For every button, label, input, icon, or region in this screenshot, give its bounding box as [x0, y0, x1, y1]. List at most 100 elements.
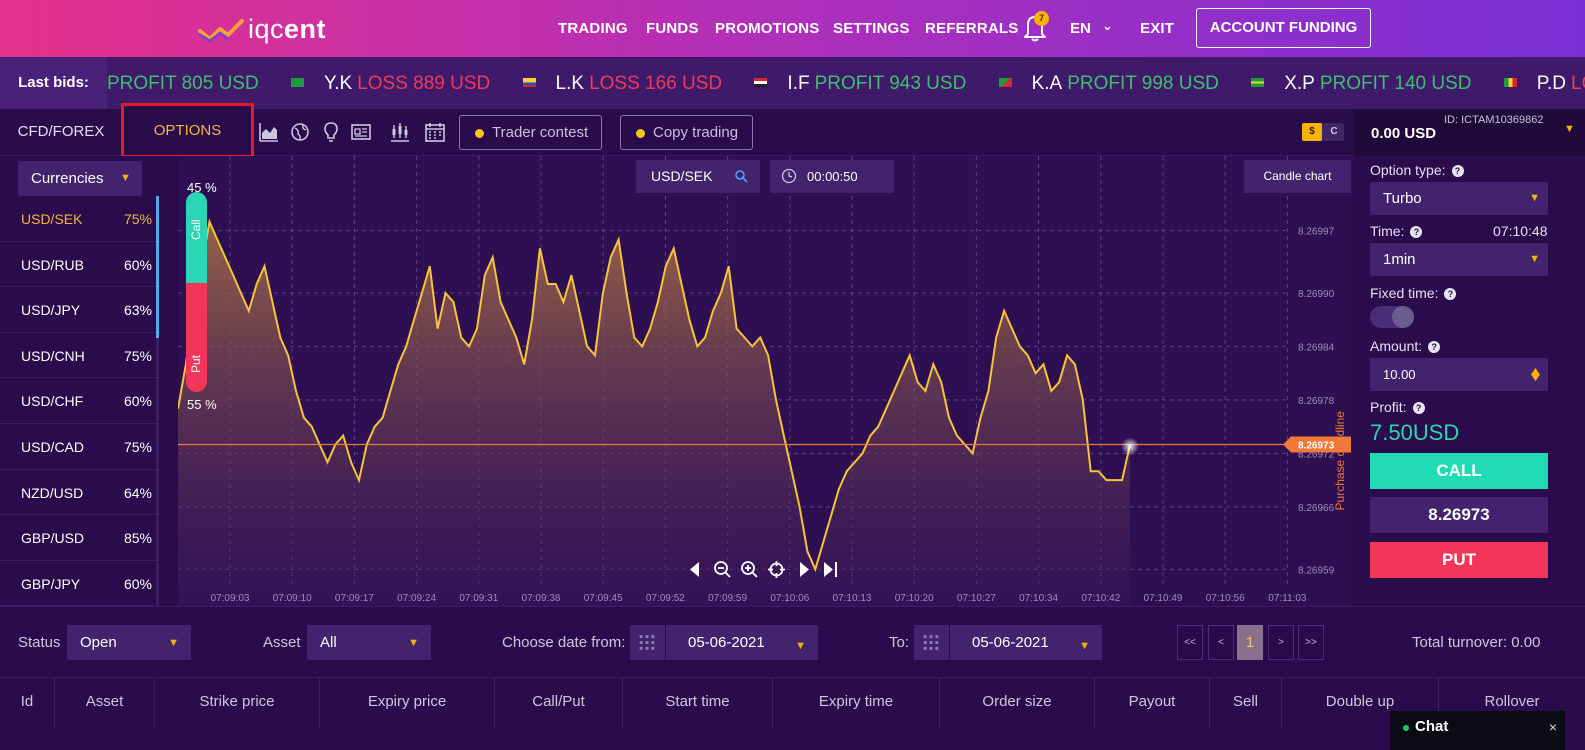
profit-value: 7.50USD: [1370, 420, 1460, 445]
logo[interactable]: iqcent: [198, 14, 326, 45]
scroll-to-end-icon[interactable]: [821, 560, 840, 579]
asset-item-usd-rub[interactable]: USD/RUB 60%: [0, 242, 160, 288]
help-icon[interactable]: ?: [1451, 165, 1464, 177]
language-selector[interactable]: EN ⌄: [1070, 18, 1113, 37]
last-bids-label: Last bids:: [0, 57, 107, 109]
account-funding-button[interactable]: ACCOUNT FUNDING: [1196, 8, 1371, 48]
sidebar-scroll-track[interactable]: [156, 338, 159, 606]
asset-item-gbp-jpy[interactable]: GBP/JPY 60%: [0, 561, 160, 607]
help-icon[interactable]: ?: [1444, 288, 1457, 300]
asset-item-usd-cad[interactable]: USD/CAD 75%: [0, 424, 160, 470]
account-id: ID: ICTAM10369862: [1444, 114, 1544, 126]
scroll-left-icon[interactable]: [686, 560, 705, 579]
x-tick-label: 07:09:52: [646, 593, 685, 604]
pager-current-page[interactable]: 1: [1237, 625, 1263, 660]
pager-last[interactable]: >>: [1298, 625, 1324, 660]
copy-trading-button[interactable]: Copy trading: [620, 115, 753, 150]
date-from-picker[interactable]: 05-06-2021 ▼: [630, 625, 818, 660]
nav-referrals[interactable]: REFERRALS: [925, 20, 1019, 37]
y-tick-label: 8.26997: [1298, 227, 1335, 238]
account-balance[interactable]: ID: ICTAM10369862 0.00 USD ▼: [1353, 109, 1585, 156]
currency-switch[interactable]: $ C: [1302, 123, 1344, 141]
asset-category-dropdown[interactable]: Currencies ▼: [18, 161, 142, 196]
nav-promotions[interactable]: PROMOTIONS: [715, 20, 820, 37]
asset-item-usd-sek[interactable]: USD/SEK 75%: [0, 196, 160, 242]
nav-trading[interactable]: TRADING: [558, 20, 628, 37]
x-tick-label: 07:09:24: [397, 593, 436, 604]
put-button[interactable]: PUT: [1370, 542, 1548, 578]
call-button[interactable]: CALL: [1370, 453, 1548, 489]
candle-chart-button[interactable]: Candle chart: [1244, 160, 1351, 193]
globe-analytics-icon[interactable]: [289, 121, 311, 143]
column-header-payout[interactable]: Payout: [1095, 678, 1210, 728]
nav-funds[interactable]: FUNDS: [646, 20, 699, 37]
asset-item-usd-chf[interactable]: USD/CHF 60%: [0, 378, 160, 424]
asset-item-usd-cnh[interactable]: USD/CNH 75%: [0, 333, 160, 379]
help-icon[interactable]: ?: [1410, 226, 1423, 238]
amount-input[interactable]: 10.00: [1370, 358, 1548, 391]
column-header-id[interactable]: Id: [0, 678, 55, 728]
top-bar: iqcent TRADING FUNDS PROMOTIONS SETTINGS…: [0, 0, 1585, 57]
column-header-sell[interactable]: Sell: [1210, 678, 1282, 728]
asset-select[interactable]: All ▼: [307, 625, 431, 660]
search-icon[interactable]: [734, 169, 748, 183]
price-chart[interactable]: 8.26997 8.26990 8.26984 8.26978 8.26972 8.269…: [178, 156, 1353, 606]
option-type-select[interactable]: Turbo ▼: [1370, 182, 1548, 215]
currency-cent-option[interactable]: C: [1330, 126, 1338, 137]
column-header-start-time[interactable]: Start time: [623, 678, 773, 728]
zoom-out-icon[interactable]: [713, 560, 732, 579]
column-header-asset[interactable]: Asset: [55, 678, 155, 728]
center-target-icon[interactable]: [767, 560, 786, 579]
column-header-strike-price[interactable]: Strike price: [155, 678, 320, 728]
column-header-order-size[interactable]: Order size: [940, 678, 1095, 728]
column-header-call-put[interactable]: Call/Put: [495, 678, 623, 728]
chevron-down-icon[interactable]: ▼: [1564, 123, 1575, 135]
notifications-bell-icon[interactable]: 7: [1022, 11, 1049, 42]
flag-icon: [998, 78, 1012, 87]
calendar-grid-icon[interactable]: [630, 625, 666, 660]
nav-settings[interactable]: SETTINGS: [833, 20, 910, 37]
zoom-in-icon[interactable]: [740, 560, 759, 579]
calendar-icon[interactable]: [424, 121, 446, 143]
asset-item-usd-jpy[interactable]: USD/JPY 63%: [0, 287, 160, 333]
calendar-grid-icon[interactable]: [914, 625, 950, 660]
column-header-expiry-price[interactable]: Expiry price: [320, 678, 495, 728]
scroll-right-icon[interactable]: [794, 560, 813, 579]
put-sentiment: [186, 283, 207, 392]
pager-prev[interactable]: <: [1208, 625, 1234, 660]
fixed-time-toggle[interactable]: [1370, 306, 1414, 328]
y-tick-label: 8.26990: [1298, 289, 1335, 300]
column-header-expiry-time[interactable]: Expiry time: [773, 678, 940, 728]
lightbulb-icon[interactable]: [320, 121, 342, 143]
pager-next[interactable]: >: [1268, 625, 1294, 660]
stepper-icon[interactable]: [1531, 368, 1540, 381]
x-tick-label: 07:10:42: [1081, 593, 1120, 604]
symbol-search[interactable]: USD/SEK: [636, 160, 760, 193]
trader-contest-button[interactable]: Trader contest: [459, 115, 602, 150]
pager-first[interactable]: <<: [1177, 625, 1203, 660]
help-icon[interactable]: ?: [1412, 402, 1425, 414]
balance-amount: 0.00 USD: [1371, 125, 1437, 142]
logo-text: iqcent: [248, 14, 327, 44]
tab-options[interactable]: OPTIONS: [121, 103, 254, 158]
exit-link[interactable]: EXIT: [1140, 20, 1175, 37]
tab-cfd-forex[interactable]: CFD/FOREX: [17, 123, 105, 140]
price-chart-svg[interactable]: 8.269978.269908.269848.269788.269728.269…: [178, 156, 1353, 606]
column-header-rollover[interactable]: Rollover: [1484, 693, 1540, 710]
asset-item-gbp-usd[interactable]: GBP/USD 85%: [0, 515, 160, 561]
chat-widget[interactable]: Chat ×: [1390, 711, 1565, 750]
status-select[interactable]: Open ▼: [67, 625, 191, 660]
sidebar-scrollbar[interactable]: [156, 196, 159, 338]
date-to-picker[interactable]: 05-06-2021 ▼: [914, 625, 1102, 660]
currency-dollar-option[interactable]: $: [1302, 123, 1322, 141]
time-select[interactable]: 1min ▼: [1370, 243, 1548, 276]
put-label: Put: [189, 354, 203, 373]
column-header-double-up[interactable]: Double up: [1282, 678, 1439, 728]
area-chart-icon[interactable]: [258, 121, 280, 143]
news-icon[interactable]: [350, 121, 372, 143]
flag-icon: [1503, 78, 1517, 87]
candlestick-icon[interactable]: [389, 121, 411, 143]
close-icon[interactable]: ×: [1548, 719, 1557, 735]
help-icon[interactable]: ?: [1428, 341, 1441, 353]
asset-item-nzd-usd[interactable]: NZD/USD 64%: [0, 470, 160, 516]
